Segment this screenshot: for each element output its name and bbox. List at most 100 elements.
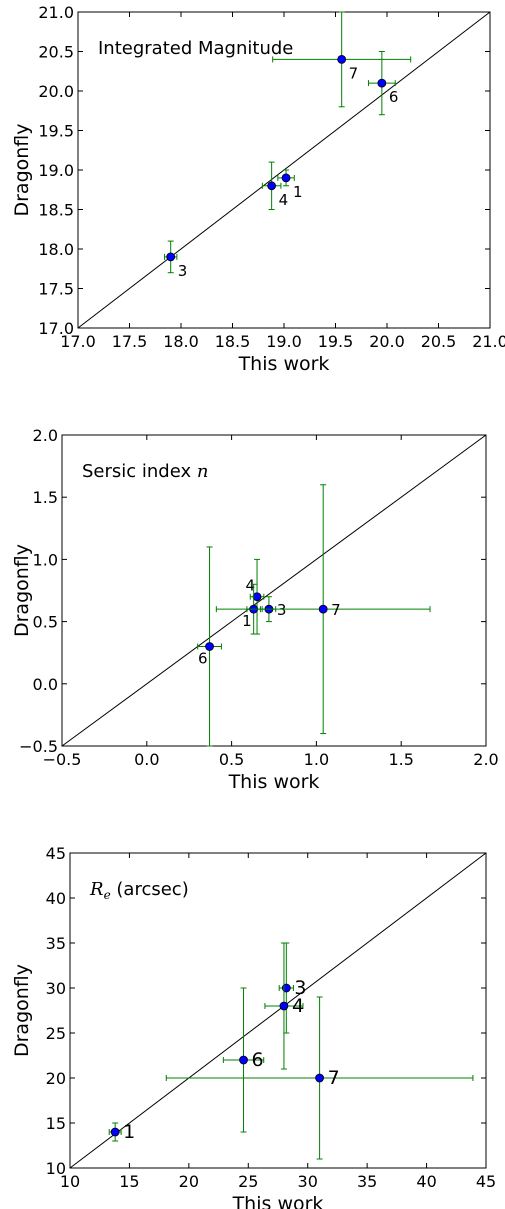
one-to-one-line	[61, 434, 487, 747]
data-point-3: 3	[164, 240, 188, 280]
data-marker	[279, 1001, 289, 1011]
data-point-1: 1	[277, 169, 303, 201]
data-point-4: 4	[245, 558, 265, 635]
data-marker	[318, 604, 328, 614]
data-marker	[337, 55, 347, 64]
x-tick-label: 18.5	[215, 332, 251, 351]
data-marker	[166, 252, 176, 262]
chart-title: Re (arcsec)	[89, 879, 189, 902]
point-label: 1	[293, 183, 303, 201]
y-tick-label: 1.5	[33, 488, 58, 507]
x-tick-label: 2.0	[473, 750, 498, 769]
x-tick-label: 1.5	[388, 750, 413, 769]
y-tick-label: 17.0	[38, 319, 74, 338]
x-tick-label: 1.0	[304, 750, 329, 769]
x-tick-label: 45	[476, 1172, 496, 1191]
data-point-1: 1	[108, 1121, 135, 1143]
x-tick-label: 17.5	[112, 332, 148, 351]
point-label: 7	[328, 1067, 340, 1089]
x-tick-label: 0.0	[134, 750, 159, 769]
data-point-4: 4	[261, 161, 289, 210]
x-tick-label: 10	[60, 1172, 80, 1191]
data-point-7: 7	[215, 484, 431, 735]
x-tick-label: −0.5	[43, 750, 82, 769]
y-axis-label: Dragonfly	[11, 123, 33, 216]
data-marker	[252, 592, 262, 602]
point-label: 3	[294, 977, 306, 999]
x-tick-label: 21.0	[472, 332, 505, 351]
point-label: 3	[178, 262, 188, 280]
x-axis-label: This work	[238, 353, 330, 375]
x-tick-label: 30	[298, 1172, 318, 1191]
y-tick-label: 35	[46, 934, 66, 953]
y-tick-label: 30	[46, 979, 66, 998]
chart-2: −0.5 0.0 0.5 1.0 1.5 2.0 −0.5 0.0 0.5 1.0 1.5 2.0 Th…	[11, 426, 499, 793]
x-tick-label: 19.5	[318, 332, 354, 351]
data-marker	[239, 1055, 248, 1065]
data-point-6: 6	[197, 546, 222, 747]
data-marker	[377, 78, 387, 88]
point-label: 7	[349, 64, 359, 82]
x-tick-label: 0.5	[219, 750, 244, 769]
x-tick-label: 35	[357, 1172, 377, 1191]
y-tick-label: 0.5	[33, 613, 58, 632]
point-label: 1	[123, 1121, 135, 1143]
plot-frame	[61, 434, 487, 747]
point-label: 3	[277, 601, 287, 619]
x-tick-label: 20	[179, 1172, 199, 1191]
point-label: 4	[279, 191, 289, 209]
plot-frame	[69, 852, 487, 1169]
chart-1: 17.0 17.5 18.0 18.5 19.0 19.5 20.0 20.5 21.0 17.0…	[11, 3, 505, 375]
x-tick-label: 19.0	[266, 332, 302, 351]
chart-3: 10 15 20 25 30 35 40 45 10 15 20 25 30 35 40 45 This wor…	[11, 844, 496, 1209]
y-tick-label: 21.0	[38, 3, 74, 22]
chart-title: Sersic index n	[82, 461, 208, 482]
y-tick-label: 20.0	[38, 82, 74, 101]
data-point-7: 7	[165, 996, 474, 1160]
x-tick-label: 25	[238, 1172, 258, 1191]
y-tick-label: 0.0	[33, 675, 58, 694]
y-tick-label: 19.0	[38, 161, 74, 180]
x-tick-label: 15	[119, 1172, 139, 1191]
point-label: 6	[389, 88, 399, 106]
point-label: 6	[252, 1049, 264, 1071]
one-to-one-line	[69, 852, 487, 1169]
data-point-6: 6	[222, 987, 265, 1133]
y-tick-label: 2.0	[33, 426, 58, 445]
y-tick-label: 25	[46, 1024, 66, 1043]
y-tick-label: 10	[46, 1159, 66, 1178]
y-tick-label: 45	[46, 844, 66, 863]
x-tick-label: 20.5	[421, 332, 457, 351]
data-marker	[110, 1127, 120, 1137]
chart-title: Integrated Magnitude	[98, 38, 293, 59]
point-label: 4	[292, 995, 304, 1017]
point-label: 1	[242, 612, 252, 630]
y-tick-label: 18.0	[38, 240, 74, 259]
x-tick-label: 20.0	[369, 332, 405, 351]
data-marker	[205, 642, 214, 651]
data-point-4: 4	[264, 942, 304, 1070]
y-tick-label: 18.5	[38, 201, 74, 220]
data-marker	[315, 1073, 325, 1083]
x-axis-label: This work	[228, 771, 320, 793]
data-point-6: 6	[367, 51, 399, 116]
y-tick-label: 1.0	[33, 550, 58, 569]
x-tick-label: 18.0	[163, 332, 199, 351]
y-tick-label: 40	[46, 889, 66, 908]
y-tick-label: 15	[46, 1114, 66, 1133]
y-tick-label: 19.5	[38, 122, 74, 141]
y-tick-label: 20.5	[38, 43, 74, 62]
y-axis-label: Dragonfly	[11, 964, 33, 1057]
point-label: 6	[198, 649, 208, 667]
y-tick-label: −0.5	[19, 737, 58, 756]
y-tick-label: 17.5	[38, 280, 74, 299]
x-tick-label: 17.0	[60, 332, 96, 351]
data-point-3: 3	[278, 942, 306, 1034]
point-label: 7	[331, 601, 341, 619]
data-marker	[267, 181, 277, 191]
data-point-7: 7	[272, 11, 412, 108]
x-axis-label: This work	[232, 1193, 324, 1209]
point-label: 4	[245, 577, 255, 595]
y-tick-label: 20	[46, 1069, 66, 1088]
